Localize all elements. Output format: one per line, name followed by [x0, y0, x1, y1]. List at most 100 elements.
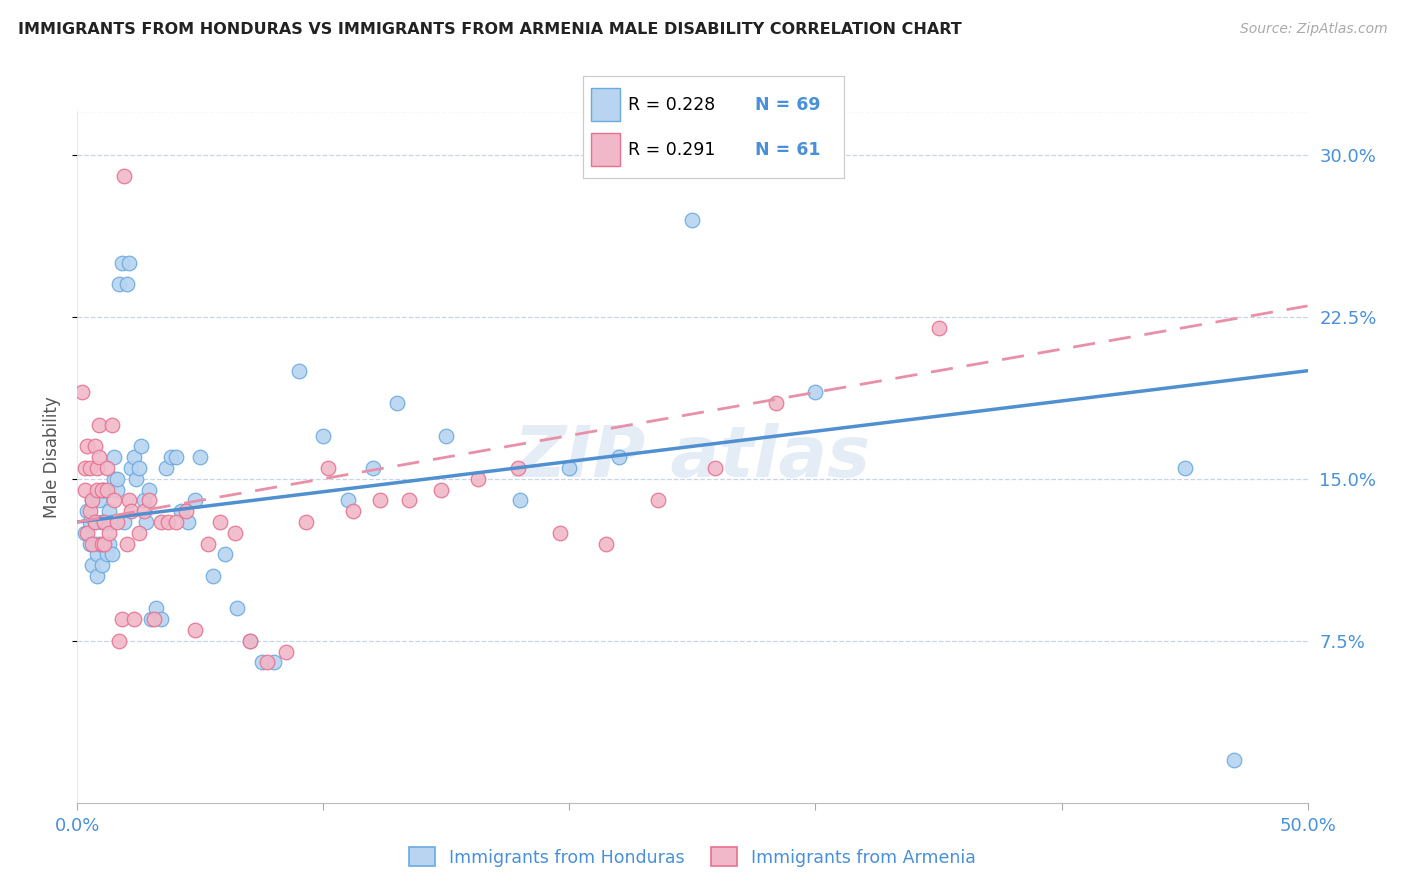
Point — [295, 515, 318, 529]
Point — [682, 212, 704, 227]
Point — [103, 472, 125, 486]
Point — [430, 483, 453, 497]
Point — [145, 601, 167, 615]
Point — [86, 483, 108, 497]
Point — [239, 633, 262, 648]
Point — [108, 633, 131, 648]
Point — [201, 569, 224, 583]
Point — [96, 461, 118, 475]
Point — [142, 612, 165, 626]
Point — [647, 493, 669, 508]
Point — [928, 320, 950, 334]
Point — [101, 515, 124, 529]
Point — [226, 601, 249, 615]
Point — [190, 450, 212, 465]
Point — [76, 439, 98, 453]
Point — [131, 439, 153, 453]
Point — [157, 515, 180, 529]
Point — [155, 461, 177, 475]
Point — [121, 504, 143, 518]
Point — [115, 536, 138, 550]
Point — [79, 504, 101, 518]
Point — [73, 525, 96, 540]
Text: R = 0.291: R = 0.291 — [627, 141, 716, 159]
Point — [170, 504, 193, 518]
Point — [209, 515, 232, 529]
Point — [250, 656, 273, 670]
Point — [138, 493, 160, 508]
Point — [103, 450, 125, 465]
Point — [90, 483, 114, 497]
Point — [115, 277, 138, 292]
Point — [165, 515, 187, 529]
Point — [86, 461, 108, 475]
Legend: Immigrants from Honduras, Immigrants from Armenia: Immigrants from Honduras, Immigrants fro… — [402, 840, 983, 873]
Point — [90, 558, 114, 573]
Text: R = 0.228: R = 0.228 — [627, 95, 716, 113]
Point — [184, 493, 207, 508]
Point — [112, 169, 135, 184]
Point — [160, 450, 183, 465]
Point — [82, 493, 104, 508]
Point — [1223, 753, 1246, 767]
Point — [89, 493, 111, 508]
Point — [121, 461, 143, 475]
Point — [224, 525, 246, 540]
Point — [73, 483, 96, 497]
FancyBboxPatch shape — [592, 88, 620, 121]
Point — [174, 504, 197, 518]
Point — [90, 515, 114, 529]
Point — [86, 547, 108, 561]
Point — [79, 515, 101, 529]
Point — [90, 483, 114, 497]
Point — [93, 515, 115, 529]
Point — [337, 493, 360, 508]
Point — [288, 364, 311, 378]
Point — [98, 525, 121, 540]
Point — [398, 493, 420, 508]
Point — [467, 472, 489, 486]
Point — [361, 461, 384, 475]
Point — [214, 547, 236, 561]
Point — [122, 612, 145, 626]
Point — [76, 504, 98, 518]
Point — [118, 493, 141, 508]
Point — [197, 536, 219, 550]
Point — [93, 483, 115, 497]
Point — [150, 515, 173, 529]
Point — [112, 515, 135, 529]
Point — [506, 461, 529, 475]
Point — [165, 450, 187, 465]
Point — [83, 439, 105, 453]
Point — [128, 461, 150, 475]
Point — [96, 515, 118, 529]
Point — [125, 472, 148, 486]
Point — [82, 536, 104, 550]
Point — [558, 461, 581, 475]
Point — [132, 504, 155, 518]
Point — [86, 569, 108, 583]
Point — [607, 450, 630, 465]
Text: N = 69: N = 69 — [755, 95, 821, 113]
Point — [82, 493, 104, 508]
Point — [79, 461, 101, 475]
Y-axis label: Male Disability: Male Disability — [44, 396, 62, 518]
Point — [105, 515, 128, 529]
Point — [79, 536, 101, 550]
Point — [90, 536, 114, 550]
Point — [89, 450, 111, 465]
Point — [548, 525, 571, 540]
Point — [98, 536, 121, 550]
Point — [765, 396, 787, 410]
Point — [82, 558, 104, 573]
Text: ZIP atlas: ZIP atlas — [513, 423, 872, 491]
Point — [83, 515, 105, 529]
Point — [111, 612, 132, 626]
Point — [70, 385, 93, 400]
Point — [105, 472, 128, 486]
Point — [128, 525, 150, 540]
Point — [595, 536, 617, 550]
Point — [804, 385, 827, 400]
Point — [318, 461, 340, 475]
Point — [276, 644, 298, 658]
